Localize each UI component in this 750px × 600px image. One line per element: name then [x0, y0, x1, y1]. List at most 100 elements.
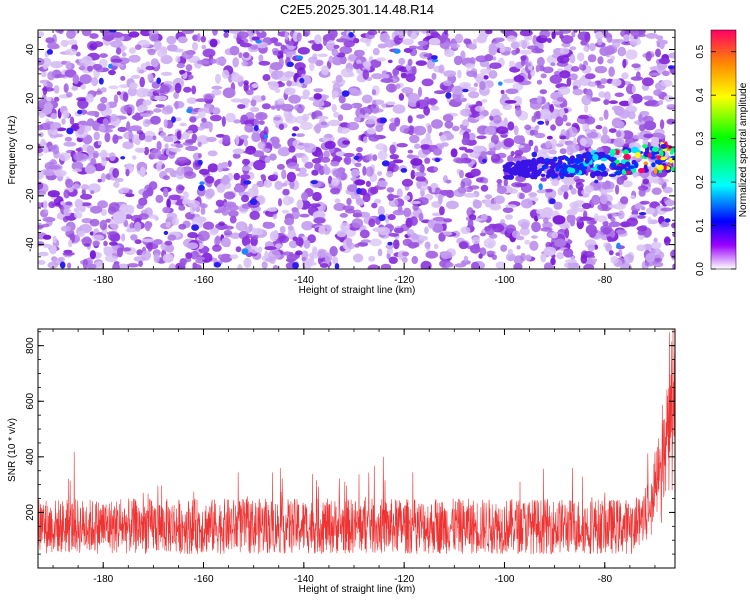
spectrogram-cell [491, 254, 497, 260]
spectrogram-cell [480, 68, 492, 75]
spectrogram-cell [210, 227, 219, 234]
spectrogram-cell [490, 153, 501, 163]
spectrogram-cell [534, 125, 540, 130]
spectrogram-cell [395, 65, 405, 71]
spectrogram-cell [582, 170, 587, 175]
spectrogram-cell [362, 166, 367, 176]
spectrogram-cell [116, 91, 122, 96]
spectrogram-cell [630, 195, 635, 199]
spectrogram-cell [416, 45, 429, 51]
spectrogram-cell [392, 104, 406, 114]
spectrogram-cell [490, 134, 499, 145]
spectrogram-cell [121, 52, 127, 57]
spectrogram-cell [353, 38, 360, 44]
spectrogram-cell [320, 156, 331, 163]
spectrogram-cell [250, 44, 259, 50]
spectrogram-cell [525, 254, 532, 261]
spectrogram-cell [278, 123, 285, 130]
spectrogram-cell [644, 261, 655, 267]
spectrogram-cell [543, 246, 557, 256]
snr-x-tick-label: -160 [194, 574, 214, 585]
spectrogram-cell [132, 134, 140, 145]
spectrogram-cell [261, 148, 271, 153]
spectrogram-cell [454, 33, 464, 44]
spectrogram-cell [453, 55, 463, 66]
spectrogram-cell [38, 202, 42, 208]
spectrogram-cell [197, 141, 202, 147]
spectrogram-cell [663, 95, 674, 102]
spectrogram-cell [337, 114, 344, 122]
spectrogram-cell [86, 110, 100, 116]
spectrogram-cell [218, 221, 225, 227]
spectrogram-cell [606, 137, 612, 144]
spectrogram-cell [612, 157, 617, 161]
spectrogram-cell [401, 256, 408, 264]
spectrogram-cell [232, 153, 241, 159]
spectrogram-cell [634, 120, 646, 125]
spectrogram-cell [227, 160, 232, 168]
spectrogram-cell [493, 195, 505, 205]
spectrogram-cell [124, 204, 135, 215]
spectrogram-cell [212, 244, 222, 252]
spectrogram-cell [608, 66, 615, 77]
colorbar-tick-label: 0.5 [695, 44, 706, 58]
spectrogram-cell [229, 45, 240, 56]
spectrogram-cell [396, 143, 408, 148]
snr-x-tick-label: -80 [598, 574, 613, 585]
spectrogram-cell [241, 194, 249, 203]
spectrogram-cell [160, 71, 173, 76]
spectrogram-cell [628, 165, 636, 169]
spectrogram-cell [584, 158, 590, 164]
spectrogram-cell [261, 103, 271, 110]
spectrogram-cell [360, 239, 371, 244]
spectrogram-cell [43, 169, 56, 176]
colorbar-tick-label: 0.0 [695, 262, 706, 276]
spectrogram-cell [386, 252, 391, 260]
spectrogram-cell [653, 167, 658, 175]
spectrogram-cell [414, 143, 421, 150]
spectrogram-cell [608, 221, 621, 228]
spectrogram-cell [354, 116, 361, 123]
spectrogram-cell [263, 134, 269, 139]
spectrogram-cell [213, 262, 221, 268]
spectrogram-cell [62, 110, 70, 119]
spectrogram-cell [423, 106, 430, 116]
spectrogram-cell [233, 184, 246, 193]
spectrogram-cell [136, 249, 144, 256]
spectrogram-cell [507, 248, 514, 255]
spectrogram-cell [660, 144, 667, 149]
spectrogram-cell [179, 122, 187, 127]
spectrogram-cell [511, 49, 518, 56]
spectrogram-cell [462, 121, 469, 127]
spectrogram-cell [150, 115, 161, 125]
spectrogram-cell [513, 263, 523, 269]
spectrogram-cell [601, 181, 615, 191]
spectrogram-cell [292, 126, 300, 132]
spectrogram-cell [580, 40, 588, 46]
spectrogram-cell [71, 85, 79, 91]
spectrogram-cell [489, 203, 502, 211]
spectrogram-cell [117, 247, 123, 258]
spectrogram-cell [215, 56, 227, 66]
spectrogram-cell [470, 168, 481, 177]
spectrogram-cell [314, 162, 322, 172]
spectrogram-cell [507, 256, 514, 261]
spectrogram-cell [577, 52, 585, 62]
spectrogram-cell [596, 151, 606, 158]
spectrogram-cell [237, 104, 246, 109]
spectrogram-cell [545, 140, 552, 149]
spectrogram-cell [569, 53, 576, 64]
spectrogram-cell [583, 46, 589, 52]
spectrogram-cell [535, 64, 540, 73]
spectrogram-cell [372, 154, 378, 162]
spectrogram-cell [323, 150, 330, 159]
spectrogram-cell [111, 31, 124, 38]
spectrogram-cell [329, 246, 338, 257]
spectrogram-cell [520, 55, 527, 61]
spectrogram-cell [387, 163, 400, 173]
spectrogram-cell [301, 220, 314, 231]
spectrogram-cell [306, 261, 317, 266]
spectrogram-cell [401, 178, 414, 187]
spectrogram-cell [368, 255, 376, 262]
spectrogram-cell [350, 192, 357, 200]
